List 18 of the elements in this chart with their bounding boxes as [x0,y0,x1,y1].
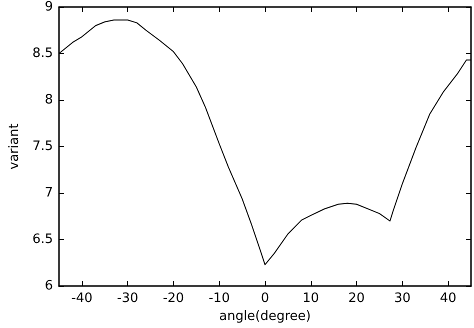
y-tick-label: 8 [44,92,53,108]
x-tick-label: 30 [394,291,411,306]
y-tick-label: 8.5 [32,46,53,62]
y-tick-label: 9 [44,0,53,14]
x-axis-title: angle(degree) [219,309,311,324]
y-axis-title: variant [7,124,22,170]
y-tick-label: 6.5 [32,232,53,248]
x-tick-label: 20 [348,291,365,306]
x-tick-label: 10 [302,291,320,306]
y-tick-label: 7 [44,186,53,201]
x-tick-label: 40 [440,291,456,306]
x-tick-label: -10 [208,291,230,306]
x-tick-label: -30 [117,291,138,306]
y-tick-label: 6 [44,278,53,294]
y-tick-label: 7.5 [32,139,53,154]
x-tick-label: 0 [260,291,270,306]
x-tick-label: -40 [71,291,93,306]
x-tick-label: -20 [162,291,184,306]
